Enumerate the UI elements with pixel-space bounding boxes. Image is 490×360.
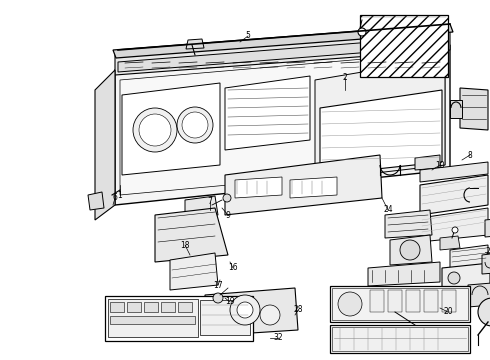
Text: 32: 32 — [273, 333, 283, 342]
Polygon shape — [424, 290, 438, 312]
Polygon shape — [290, 177, 337, 198]
Circle shape — [237, 302, 253, 318]
Text: 18: 18 — [180, 240, 190, 249]
Polygon shape — [485, 218, 490, 237]
Polygon shape — [118, 36, 448, 72]
Text: 6: 6 — [113, 194, 118, 202]
Polygon shape — [122, 83, 220, 175]
Polygon shape — [460, 88, 488, 130]
Polygon shape — [200, 300, 250, 335]
Text: 7: 7 — [208, 198, 213, 207]
Polygon shape — [450, 100, 462, 118]
Text: 9: 9 — [225, 211, 230, 220]
Polygon shape — [388, 290, 402, 312]
Polygon shape — [127, 302, 141, 312]
Circle shape — [358, 28, 366, 36]
Polygon shape — [115, 45, 450, 205]
Polygon shape — [482, 252, 490, 274]
Circle shape — [260, 305, 280, 325]
Polygon shape — [450, 245, 488, 268]
Circle shape — [223, 194, 231, 202]
Text: 17: 17 — [213, 280, 223, 289]
Polygon shape — [225, 76, 310, 150]
Polygon shape — [315, 58, 445, 180]
Text: 1: 1 — [118, 190, 122, 199]
Polygon shape — [225, 155, 382, 215]
Text: 24: 24 — [383, 206, 393, 215]
Polygon shape — [161, 302, 175, 312]
Polygon shape — [330, 286, 470, 322]
Polygon shape — [155, 208, 228, 262]
Circle shape — [182, 112, 208, 138]
Polygon shape — [115, 28, 450, 75]
Polygon shape — [420, 162, 488, 182]
Text: 20: 20 — [443, 307, 453, 316]
Polygon shape — [170, 253, 218, 290]
Polygon shape — [186, 39, 204, 49]
Polygon shape — [468, 283, 490, 307]
Polygon shape — [420, 175, 488, 215]
Text: 27: 27 — [485, 248, 490, 256]
Polygon shape — [360, 15, 448, 77]
Polygon shape — [95, 70, 115, 220]
Polygon shape — [205, 288, 298, 336]
Polygon shape — [370, 290, 384, 312]
Polygon shape — [442, 263, 490, 293]
Circle shape — [452, 227, 458, 233]
Polygon shape — [390, 235, 432, 265]
Polygon shape — [110, 302, 124, 312]
Text: 8: 8 — [467, 150, 472, 159]
Polygon shape — [110, 316, 195, 324]
Polygon shape — [368, 262, 440, 286]
Polygon shape — [355, 290, 425, 316]
Polygon shape — [235, 177, 282, 198]
Polygon shape — [144, 302, 158, 312]
Text: 5: 5 — [245, 31, 250, 40]
Polygon shape — [120, 52, 445, 195]
Polygon shape — [440, 236, 460, 250]
Polygon shape — [185, 196, 218, 218]
Polygon shape — [332, 288, 468, 320]
Circle shape — [177, 107, 213, 143]
Circle shape — [478, 298, 490, 326]
Circle shape — [133, 108, 177, 152]
Polygon shape — [105, 296, 253, 341]
Circle shape — [448, 272, 460, 284]
Text: 19: 19 — [225, 297, 235, 306]
Text: 2: 2 — [343, 73, 347, 82]
Polygon shape — [178, 302, 192, 312]
Polygon shape — [88, 192, 104, 210]
Text: 10: 10 — [435, 161, 445, 170]
Text: 28: 28 — [293, 306, 303, 315]
Text: 16: 16 — [228, 264, 238, 273]
Circle shape — [139, 114, 171, 146]
Polygon shape — [406, 290, 420, 312]
Polygon shape — [320, 90, 442, 175]
Circle shape — [400, 240, 420, 260]
Polygon shape — [385, 210, 432, 238]
Polygon shape — [113, 24, 453, 58]
Polygon shape — [420, 208, 488, 242]
Circle shape — [338, 292, 362, 316]
Circle shape — [213, 293, 223, 303]
Polygon shape — [330, 325, 470, 353]
Circle shape — [230, 295, 260, 325]
Polygon shape — [415, 155, 440, 170]
Polygon shape — [332, 327, 468, 351]
Polygon shape — [108, 299, 198, 337]
Polygon shape — [442, 290, 456, 312]
